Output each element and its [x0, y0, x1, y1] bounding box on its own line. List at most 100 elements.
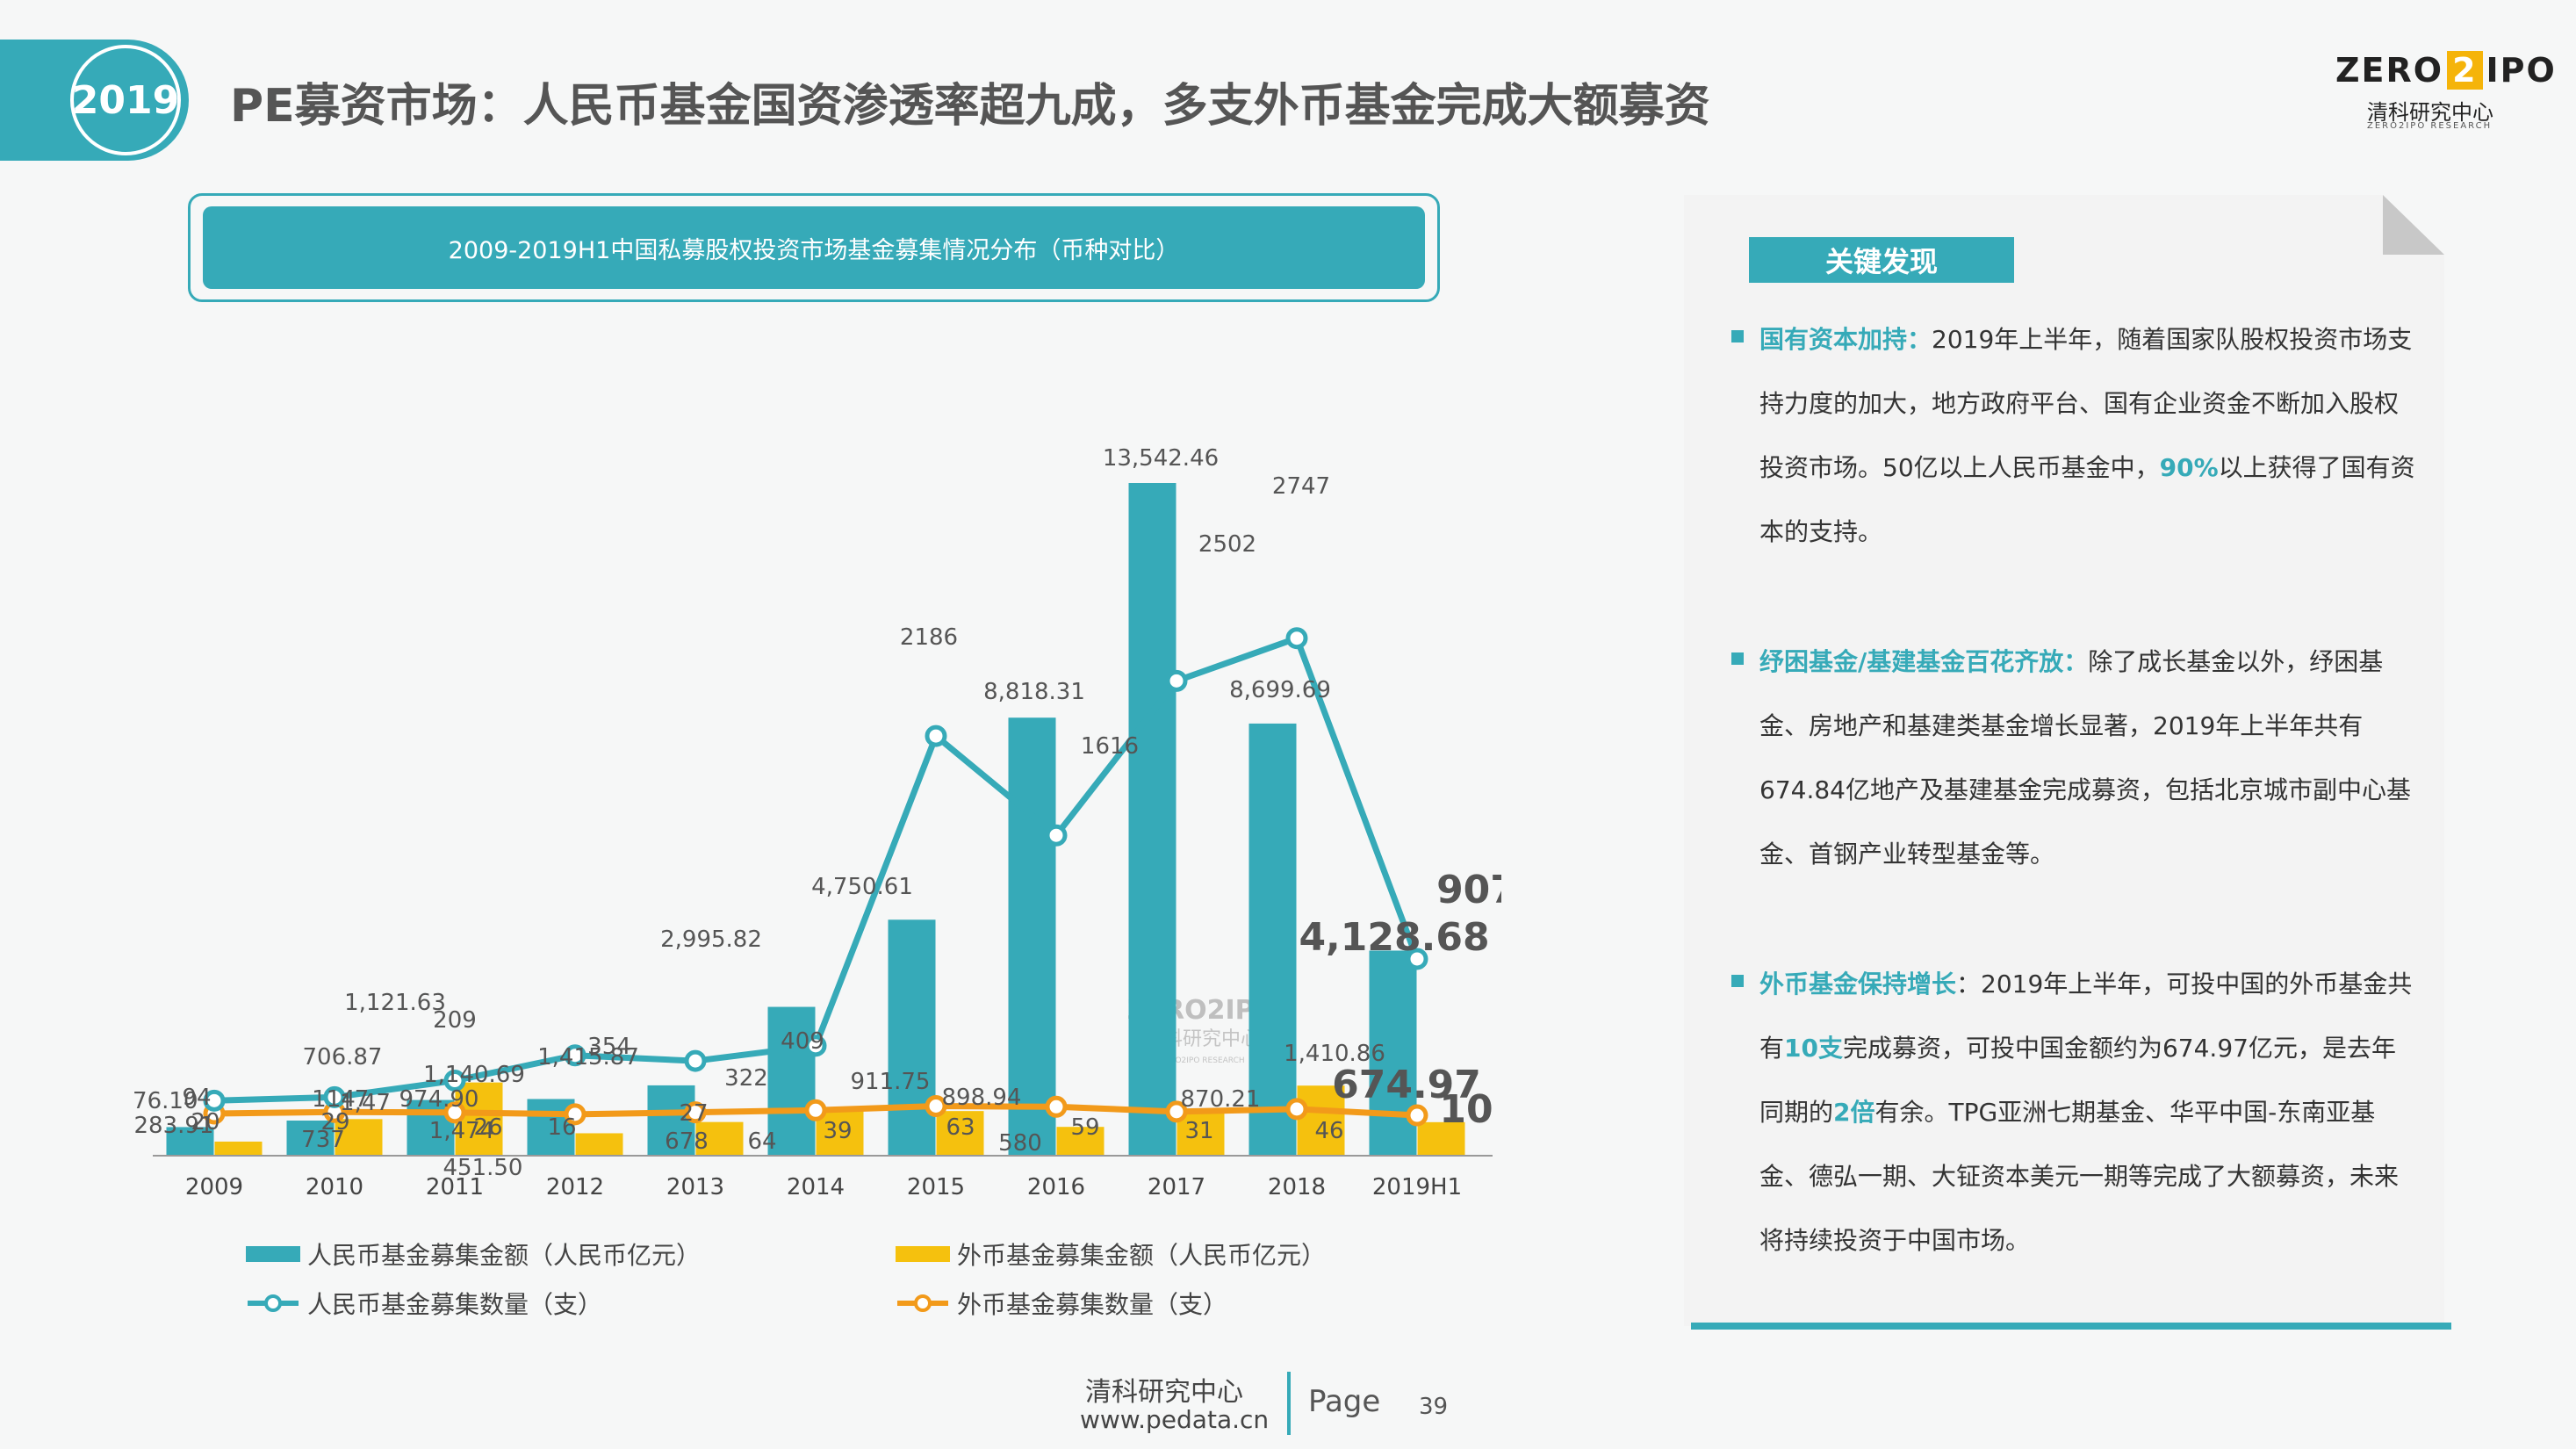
label-fx-amount-2017: 870.21 [1181, 1086, 1261, 1113]
footer-divider [1287, 1372, 1291, 1435]
bar-fx-2015 [936, 1111, 984, 1156]
logo-en: ZERO2IPO RESEARCH [2367, 121, 2493, 131]
bullet-icon [1731, 652, 1744, 665]
legend-fx-count-swatch [897, 1294, 948, 1312]
label-rmb-count-2011: 209 [433, 1007, 477, 1034]
bar-rmb-2010 [286, 1121, 335, 1156]
label-rmb-amount-2010: 706.87 [303, 1044, 383, 1071]
rmb-count-point-2018 [1285, 627, 1308, 650]
label-rmb-amount-2013: 1,415.87 [537, 1044, 639, 1071]
fx-count-point-2015 [925, 1094, 947, 1117]
x-tick-2009: 2009 [185, 1174, 243, 1200]
finding-1-text-a: 2019年上半年，随着国家队股权投资市场支持力度的加大，地方政府平台、国有企业资… [1759, 325, 2413, 482]
logo-text-mid: 2 [2447, 51, 2483, 90]
label-fx-amount-2019H1: 674.97 [1332, 1063, 1481, 1107]
legend-rmb-amount: 人民币基金募集金额（人民币亿元） [246, 1236, 701, 1272]
label-fx-amount-2013: 678 [665, 1128, 709, 1155]
rmb-count-point-2011 [443, 1070, 466, 1092]
label-rmb-count-2012: 354 [587, 1034, 631, 1060]
legend-fx-amount-swatch [896, 1246, 950, 1262]
x-tick-2017: 2017 [1148, 1174, 1205, 1200]
bar-fx-2012 [575, 1133, 623, 1156]
chart-title-frame: 2009-2019H1中国私募股权投资市场基金募集情况分布（币种对比） [188, 193, 1440, 302]
legend-rmb-amount-label: 人民币基金募集金额（人民币亿元） [307, 1241, 702, 1270]
finding-3: 外币基金保持增长：2019年上半年，可投中国的外币基金共有10支完成募资，可投中… [1731, 952, 2416, 1272]
footer-url[interactable]: www.pedata.cn [1080, 1405, 1270, 1434]
fx-count-point-2017 [1165, 1100, 1188, 1123]
rmb-count-point-2010 [323, 1085, 346, 1108]
label-fx-amount-2015: 898.94 [942, 1085, 1022, 1111]
rmb-count-point-2012 [564, 1044, 586, 1067]
key-findings-panel: 关键发现 国有资本加持：2019年上半年，随着国家队股权投资市场支持力度的加大，… [1684, 195, 2450, 1326]
logo-cn: 清科研究中心 [2367, 100, 2493, 125]
finding-1-bold: 90% [2159, 453, 2219, 482]
label-fx-amount-2010: 737 [301, 1127, 345, 1153]
rmb-count-point-2014 [804, 1034, 827, 1057]
legend-rmb-count-swatch [248, 1294, 299, 1312]
bar-rmb-2009 [166, 1127, 214, 1156]
footer-page-number: 39 [1419, 1394, 1449, 1420]
label-rmb-amount-2018: 8,699.69 [1229, 677, 1331, 703]
label-fx-count-2019H1: 10 [1439, 1087, 1493, 1132]
page-title: PE募资市场：人民币基金国资渗透率超九成，多支外币基金完成大额募资 [230, 80, 1710, 133]
bar-fx-2009 [214, 1141, 263, 1156]
rmb-count-point-2009 [203, 1089, 226, 1112]
fx-count-point-2011 [443, 1101, 466, 1124]
legend-fx-count: 外币基金募集数量（支） [896, 1286, 1227, 1321]
x-tick-2013: 2013 [666, 1174, 724, 1200]
bar-fx-2018 [1297, 1085, 1345, 1156]
legend-fx-amount-label: 外币基金募集金额（人民币亿元） [957, 1241, 1327, 1270]
label-rmb-amount-2009: 576.10 [132, 1088, 198, 1114]
footer-page-label: Page [1308, 1384, 1381, 1419]
label-fx-amount-2013-fragment: 64 [747, 1128, 776, 1155]
fx-count-point-2018 [1285, 1098, 1308, 1121]
rmb-count-point-2016 [1045, 824, 1068, 847]
fx-count-point-2014 [804, 1099, 827, 1121]
panel-bottom-bar [1691, 1323, 2451, 1330]
label-rmb-count-2009: 94 [182, 1085, 211, 1111]
bar-fx-2013 [695, 1121, 744, 1156]
x-tick-2010: 2010 [306, 1174, 363, 1200]
fx-count-point-2013 [684, 1101, 707, 1124]
label-rmb-amount-2016: 8,818.31 [983, 679, 1085, 705]
label-rmb-amount-2019H1: 4,128.68 [1299, 915, 1489, 960]
x-tick-2015: 2015 [907, 1174, 965, 1200]
finding-3-bold-b: 2倍 [1833, 1098, 1875, 1127]
logo-text-left: ZERO [2335, 51, 2444, 90]
x-tick-2016: 2016 [1027, 1174, 1085, 1200]
panel-background [1684, 195, 2444, 1326]
legend-rmb-amount-swatch [246, 1246, 300, 1262]
fx-count-point-2019H1 [1406, 1104, 1428, 1127]
rmb-count-point-2013 [684, 1049, 707, 1072]
label-rmb-count-2017: 2502 [1198, 531, 1256, 558]
label-fx-amount-2014: 911.75 [851, 1069, 931, 1095]
bar-fx-2017 [1176, 1112, 1225, 1156]
label-fx-amount-2009: 283.91 [134, 1113, 214, 1139]
rmb-count-point-2015 [925, 724, 947, 747]
bar-fx-2019H1 [1417, 1121, 1465, 1156]
legend-fx-count-label: 外币基金募集数量（支） [957, 1290, 1228, 1319]
label-rmb-amount-2012: 1,140.69 [423, 1062, 525, 1088]
finding-1: 国有资本加持：2019年上半年，随着国家队股权投资市场支持力度的加大，地方政府平… [1731, 307, 2416, 564]
label-fx-count-2013: 27 [679, 1100, 708, 1127]
x-tick-2019H1: 2019H1 [1372, 1174, 1462, 1200]
x-tick-2011: 2011 [426, 1174, 484, 1200]
x-tick-2018: 2018 [1268, 1174, 1326, 1200]
fx-count-point-2016 [1045, 1095, 1068, 1118]
logo-text-right: IPO [2486, 51, 2557, 90]
rmb-count-point-2019H1 [1406, 948, 1428, 970]
label-fx-count-2016: 59 [1070, 1114, 1099, 1141]
x-tick-2014: 2014 [787, 1174, 845, 1200]
label-rmb-amount-2017: 13,542.46 [1103, 445, 1219, 472]
year-badge: 2019 [70, 45, 181, 155]
label-fx-amount-2012: 451.50 [443, 1155, 523, 1181]
label-rmb-count-2018: 2747 [1272, 473, 1330, 500]
bullet-icon [1731, 975, 1744, 987]
zero2ipo-logo: ZERO 2 IPO 清科研究中心 ZERO2IPO RESEARCH [2335, 51, 2555, 135]
finding-3-text-b: 完成募资，可投中国金额约为674.97亿元，是去年同期的 [1759, 1034, 2396, 1127]
fx-count-point-2012 [564, 1103, 586, 1126]
label-fx-count-2011: 26 [473, 1114, 502, 1141]
label-rmb-amount-2015: 4,750.61 [811, 874, 913, 900]
finding-3-head: 外币基金保持增长 [1759, 970, 1957, 998]
